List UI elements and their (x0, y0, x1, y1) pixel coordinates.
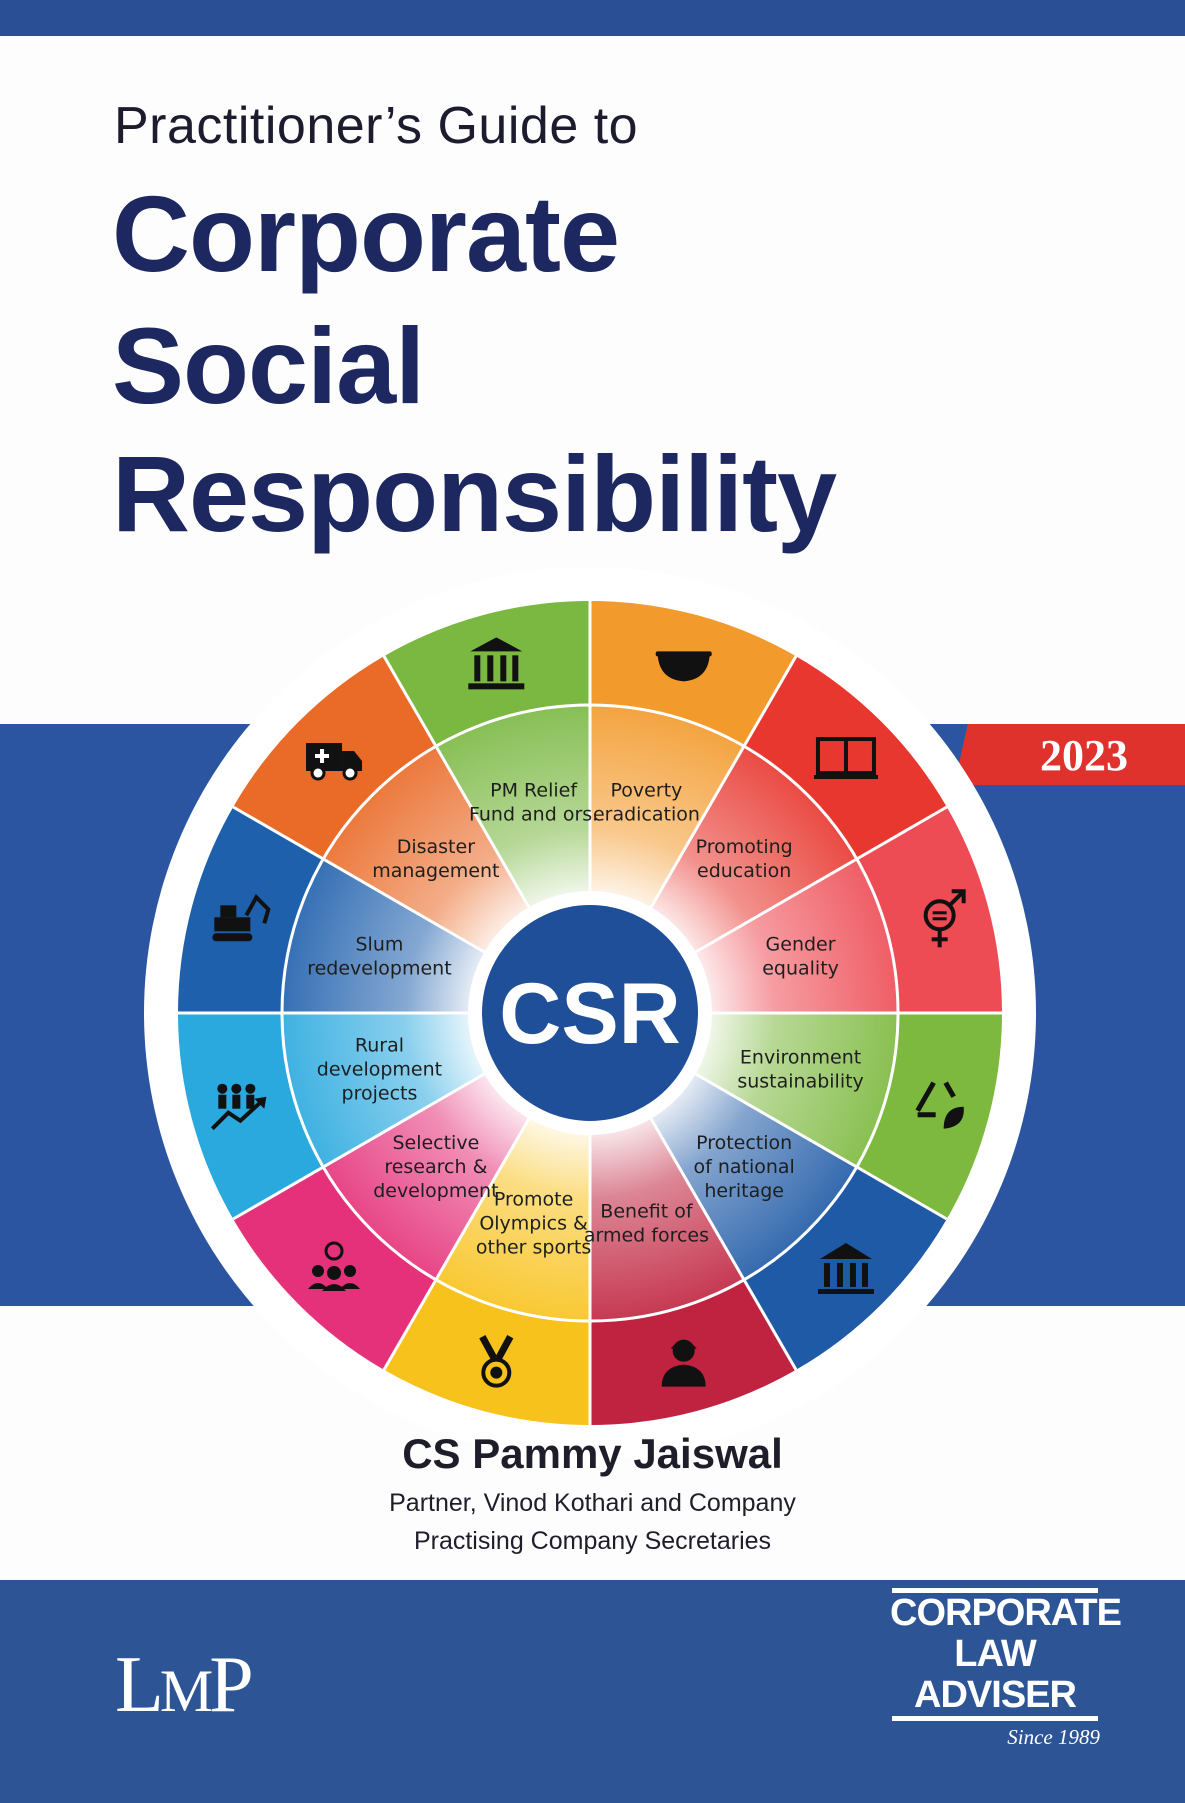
segment-label-line: Gender (766, 934, 836, 956)
segment-label: Slum redevelopment (307, 934, 451, 980)
logo-line: LAW (954, 1633, 1036, 1675)
segment-divider (232, 1072, 486, 1221)
segment-label-line: Environment (740, 1046, 861, 1068)
segment-label-line: heritage (704, 1180, 784, 1202)
segment-label: Environment sustainability (737, 1046, 864, 1092)
logo-rule-top (892, 1588, 1098, 1593)
bottom-band (0, 1580, 1185, 1803)
segment-divider (694, 1072, 948, 1221)
segment-label: Promoting education (696, 836, 793, 882)
monument-icon (817, 1242, 874, 1294)
lmp-logo: LMP (115, 1641, 254, 1729)
segment-divider (694, 805, 948, 954)
ambulance-icon (306, 743, 363, 781)
top-band (0, 0, 1185, 36)
segment-label: Gender equality (762, 934, 839, 980)
segment-label: Promote Olympics & other sports (476, 1189, 591, 1259)
bowl-icon (655, 651, 712, 682)
csr-wheel: Poverty eradication Promoting education Gend… (144, 567, 1036, 1459)
logo-rule-bottom (892, 1716, 1098, 1721)
logo-line: ADVISER (914, 1674, 1077, 1716)
book-icon (813, 737, 878, 780)
segment-label-line: development (317, 1058, 442, 1080)
book-subtitle: Practitioner’s Guide to (114, 97, 639, 155)
year-tab (954, 724, 1185, 785)
segment-label: PM Relief Fund and ors. (469, 779, 598, 825)
segment-label-line: Protection (696, 1132, 792, 1154)
segment-label-line: Selective (392, 1132, 479, 1154)
medal-icon (479, 1334, 514, 1388)
segment-label: Disaster management (372, 836, 499, 882)
people-growth-icon (210, 1083, 267, 1131)
segment-label: Selective research & development (373, 1132, 498, 1202)
author-name: CS Pammy Jaiswal (402, 1430, 783, 1477)
segment-label-line: Olympics & (479, 1213, 588, 1235)
segment-label-line: projects (342, 1082, 418, 1104)
segment-label-line: PM Relief (490, 779, 578, 801)
segment-label-line: Benefit of (600, 1201, 694, 1223)
segment-label-line: Poverty (611, 779, 683, 801)
since-text: Since 1989 (1007, 1725, 1100, 1749)
segment-divider (649, 655, 798, 909)
center-circle (482, 905, 698, 1121)
segment-label-line: of national (693, 1156, 794, 1178)
segment-label-line: equality (762, 958, 839, 980)
segment-label-line: management (372, 860, 499, 882)
segment-label: Rural development projects (317, 1034, 442, 1104)
idea-team-icon (308, 1241, 361, 1291)
government-building-icon (468, 637, 525, 690)
segment-label-line: Rural (355, 1034, 404, 1056)
corporate-law-adviser-logo: CORPORATE LAW ADVISER Since 1989 (890, 1588, 1122, 1750)
segment-label-line: Promoting (696, 836, 793, 858)
logo-line: CORPORATE (890, 1592, 1122, 1634)
title-line-3: Responsibility (112, 433, 837, 554)
author-affiliation: Partner, Vinod Kothari and Company (389, 1489, 796, 1517)
segment-label-line: education (697, 860, 791, 882)
edition-year: 2023 (1040, 731, 1128, 780)
title-line-1: Corporate (112, 173, 620, 294)
segment-label: Protection of national heritage (693, 1132, 794, 1202)
segment-divider (232, 805, 486, 954)
segment-label-line: armed forces (584, 1225, 709, 1247)
segment-label-line: Slum (355, 934, 403, 956)
segment-label: Poverty eradication (593, 779, 700, 825)
gender-equality-icon (923, 889, 966, 948)
segment-label-line: eradication (593, 803, 700, 825)
soldier-icon (661, 1339, 706, 1387)
center-label: CSR (499, 966, 681, 1062)
segment-label-line: redevelopment (307, 958, 451, 980)
recycle-leaf-icon (915, 1081, 964, 1129)
segment-divider (649, 1117, 798, 1371)
segment-label-line: other sports (476, 1237, 591, 1259)
segment-label-line: development (373, 1180, 498, 1202)
segment-divider (382, 1117, 531, 1371)
segment-label-line: research & (384, 1156, 487, 1178)
segment-label-line: Promote (494, 1189, 573, 1211)
segment-label-line: Disaster (397, 836, 475, 858)
segment-label: Benefit of armed forces (584, 1201, 709, 1247)
author-profession: Practising Company Secretaries (413, 1527, 772, 1555)
segment-label-line: sustainability (737, 1070, 864, 1092)
title-line-2: Social (112, 305, 425, 426)
excavator-icon (212, 894, 271, 942)
segment-divider (382, 655, 531, 909)
segment-label-line: Fund and ors. (469, 803, 598, 825)
